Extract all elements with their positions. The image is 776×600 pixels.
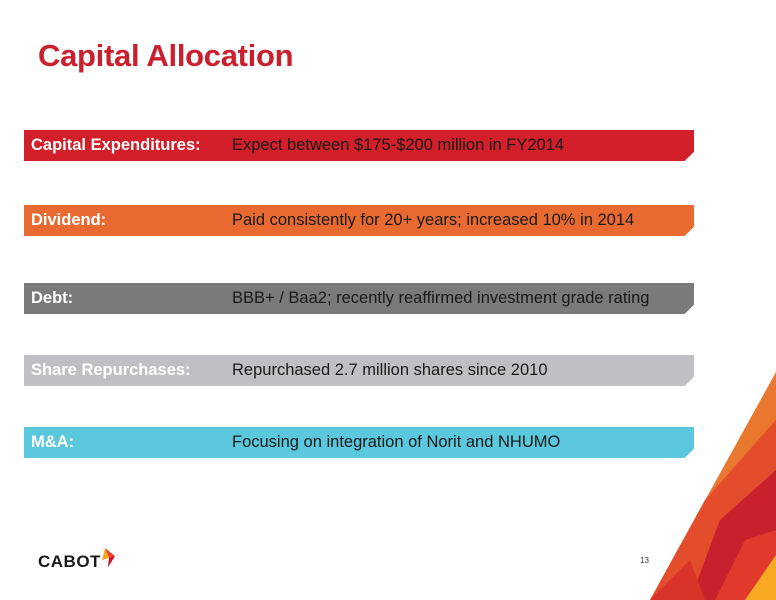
m-and-a-text: Focusing on integration of Norit and NHU… xyxy=(232,433,561,451)
cabot-flame-icon xyxy=(101,548,115,567)
cabot-logo-text: CABOT xyxy=(38,552,101,571)
share-repurchases-text: Repurchased 2.7 million shares since 201… xyxy=(232,361,548,379)
capital-expenditures-label: Capital Expenditures: xyxy=(31,136,201,154)
debt-text: BBB+ / Baa2; recently reaffirmed investm… xyxy=(232,289,650,307)
slide-title: Capital Allocation xyxy=(38,38,294,73)
cabot-logo: CABOT xyxy=(38,548,116,572)
share-repurchases-band: Share Repurchases: Repurchased 2.7 milli… xyxy=(24,355,694,386)
debt-band: Debt: BBB+ / Baa2; recently reaffirmed i… xyxy=(24,283,694,314)
page-number: 13 xyxy=(640,556,649,565)
m-and-a-label: M&A: xyxy=(31,433,75,451)
m-and-a-band: M&A: Focusing on integration of Norit an… xyxy=(24,427,694,458)
dividend-text: Paid consistently for 20+ years; increas… xyxy=(232,211,635,229)
capital-expenditures-text: Expect between $175-$200 million in FY20… xyxy=(232,136,565,154)
dividend-band: Dividend: Paid consistently for 20+ year… xyxy=(24,205,694,236)
dividend-label: Dividend: xyxy=(31,211,107,229)
capital-expenditures-band: Capital Expenditures: Expect between $17… xyxy=(24,130,694,161)
share-repurchases-label: Share Repurchases: xyxy=(31,361,191,379)
debt-label: Debt: xyxy=(31,289,74,307)
